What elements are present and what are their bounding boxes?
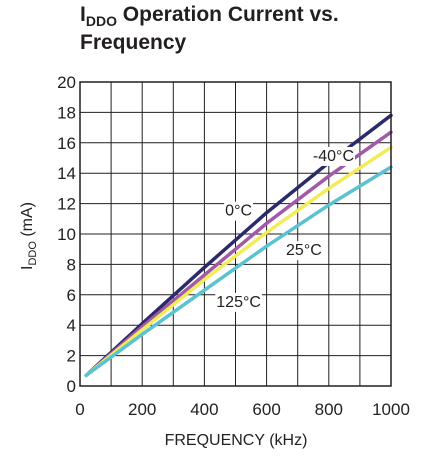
title-symbol-subscript: DDO	[85, 13, 117, 29]
curve-label-backdrop	[224, 201, 254, 221]
x-tick-label: 1000	[372, 400, 410, 419]
y-tick-label: 6	[67, 286, 76, 305]
y-axis-label-unit: (mA)	[19, 202, 36, 241]
x-tick-label: 400	[190, 400, 218, 419]
y-tick-label: 20	[57, 73, 76, 92]
curve-label-text: -40°C	[313, 148, 354, 165]
y-tick-label: 12	[57, 195, 76, 214]
curve-label-text: 125°C	[216, 294, 261, 311]
chart-title-line-1: IDDO Operation Current vs.	[80, 4, 339, 32]
y-tick-label: 4	[67, 316, 76, 335]
chart-title: IDDO Operation Current vs. Frequency	[80, 4, 339, 54]
series-line-25c	[84, 145, 393, 378]
series-line-0c	[84, 130, 393, 378]
curve-label-backdrop	[285, 241, 323, 261]
curve-label: -40°C	[311, 146, 356, 166]
y-tick-label: 2	[67, 347, 76, 366]
curve-label: 25°C	[285, 241, 323, 261]
y-tick-label: 16	[57, 134, 76, 153]
curve-label-backdrop	[311, 146, 356, 166]
x-tick-label: 0	[75, 400, 84, 419]
axes: 0 200 400 600 800 1000 0 2 4 6 8 10 12 14 16 18 20	[57, 73, 410, 419]
grid	[80, 82, 391, 386]
plot-frame	[79, 81, 392, 387]
y-tick-label: 8	[67, 255, 76, 274]
y-tick-label: 10	[57, 225, 76, 244]
x-tick-label: 600	[252, 400, 280, 419]
y-tick-label: 18	[57, 103, 76, 122]
curve-label-text: 0°C	[225, 203, 252, 220]
curve-label-backdrop	[215, 292, 262, 312]
y-tick-label: 14	[57, 164, 76, 183]
series-line-125c	[84, 165, 393, 378]
curve-label: 125°C	[215, 292, 262, 312]
curve-label-text: 25°C	[286, 242, 322, 259]
y-axis-label-symbol: I	[19, 266, 36, 270]
y-tick-label: 0	[67, 377, 76, 396]
annotations: -40°C 0°C 25°C 125°C	[215, 146, 356, 312]
y-axis-label-subscript: DDO	[27, 241, 39, 266]
title-symbol: I	[80, 3, 86, 26]
x-tick-label: 800	[315, 400, 343, 419]
x-axis-label: FREQUENCY (kHz)	[165, 432, 308, 449]
title-text-rest: Operation Current vs.	[116, 3, 339, 26]
y-axis-label: IDDO (mA)	[19, 202, 39, 270]
chart-title-line-2: Frequency	[80, 31, 187, 54]
x-tick-label: 200	[128, 400, 156, 419]
curve-label: 0°C	[224, 201, 254, 221]
